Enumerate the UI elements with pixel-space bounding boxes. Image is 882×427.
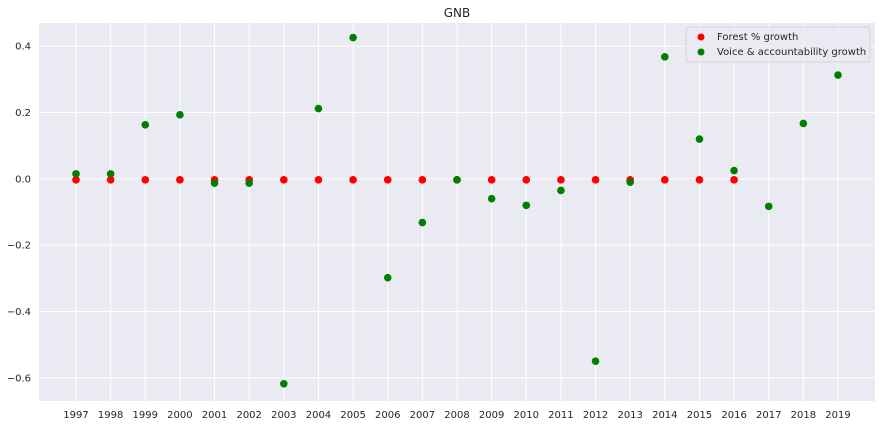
x-tick-label: 2016 (721, 410, 746, 421)
y-tick-label: 0.0 (15, 174, 31, 185)
voice-accountability-point (72, 170, 80, 178)
voice-accountability-point (383, 273, 392, 282)
legend: Forest % growth Voice & accountability g… (685, 26, 871, 63)
voice-accountability-point (730, 166, 738, 175)
x-tick-label: 2006 (375, 410, 400, 421)
x-tick-label: 1999 (133, 410, 158, 421)
x-tick-label: 2010 (514, 410, 539, 421)
x-tick-label: 1998 (98, 410, 123, 421)
forest-growth-point (418, 176, 427, 184)
voice-accountability-point (349, 33, 357, 42)
voice-accountability-point (661, 53, 669, 61)
y-tick-label: −0.6 (7, 373, 31, 384)
legend-marker-forest (697, 33, 705, 41)
forest-growth-point (730, 176, 738, 184)
voice-accountability-point (626, 178, 634, 186)
chart-title: GNB (444, 6, 471, 20)
voice-accountability-point (453, 176, 461, 184)
x-tick-label: 2000 (167, 410, 192, 421)
voice-accountability-point (764, 202, 773, 211)
x-tick-label: 2012 (583, 410, 608, 421)
forest-growth-point (661, 176, 669, 184)
x-tick-label: 2009 (479, 410, 504, 421)
legend-marker-voice (697, 48, 705, 56)
forest-growth-point (176, 176, 184, 184)
forest-growth-point (314, 176, 323, 184)
x-tick-label: 2007 (410, 410, 435, 421)
y-tick-label: −0.2 (7, 241, 31, 252)
x-tick-labels: 1997 1998 1999 2000 2001 2002 2003 2004 2005 2006… (63, 410, 850, 421)
x-tick-label: 2018 (791, 410, 816, 421)
legend-label-voice: Voice & accountability growth (717, 47, 866, 58)
x-tick-label: 2019 (825, 410, 850, 421)
y-tick-label: 0.2 (15, 108, 31, 119)
voice-accountability-point (799, 119, 808, 128)
forest-growth-point (106, 176, 115, 184)
voice-accountability-point (591, 357, 600, 366)
voice-accountability-point (210, 179, 219, 187)
x-tick-label: 2014 (652, 410, 677, 421)
forest-growth-point (591, 176, 600, 184)
voice-accountability-point (280, 379, 288, 388)
voice-accountability-point (418, 218, 427, 227)
y-tick-label: −0.4 (7, 307, 31, 318)
y-tick-labels: −0.6 −0.4 −0.2 0.0 0.2 0.4 (7, 42, 31, 385)
x-tick-label: 2008 (444, 410, 469, 421)
x-tick-label: 2001 (202, 410, 227, 421)
data-points (72, 33, 842, 388)
forest-growth-point (141, 176, 150, 184)
voice-accountability-point (522, 201, 531, 210)
voice-accountability-point (141, 120, 150, 129)
y-tick-label: 0.4 (15, 42, 31, 53)
x-tick-label: 2013 (617, 410, 642, 421)
voice-accountability-point (314, 104, 323, 113)
voice-accountability-point (557, 186, 565, 195)
voice-accountability-point (245, 179, 253, 187)
x-tick-label: 2002 (236, 410, 261, 421)
x-tick-label: 2003 (271, 410, 296, 421)
voice-accountability-point (176, 111, 184, 119)
legend-box (685, 26, 871, 63)
grid-lines (39, 23, 875, 401)
x-tick-label: 2017 (756, 410, 781, 421)
x-tick-label: 2015 (687, 410, 712, 421)
forest-growth-point (487, 176, 496, 184)
forest-growth-point (557, 176, 565, 184)
voice-accountability-point (834, 71, 842, 79)
forest-growth-point (383, 176, 392, 184)
forest-growth-point (695, 176, 704, 184)
x-tick-label: 2004 (306, 410, 331, 421)
voice-accountability-point (106, 170, 115, 178)
legend-label-forest: Forest % growth (717, 32, 798, 43)
forest-growth-point (349, 176, 357, 184)
forest-growth-point (72, 176, 80, 184)
x-tick-label: 2005 (340, 410, 365, 421)
forest-growth-point (522, 176, 531, 184)
forest-growth-point (280, 176, 288, 184)
voice-accountability-point (487, 194, 496, 203)
x-tick-label: 1997 (63, 410, 88, 421)
x-tick-label: 2011 (548, 410, 573, 421)
voice-accountability-point (695, 135, 704, 143)
